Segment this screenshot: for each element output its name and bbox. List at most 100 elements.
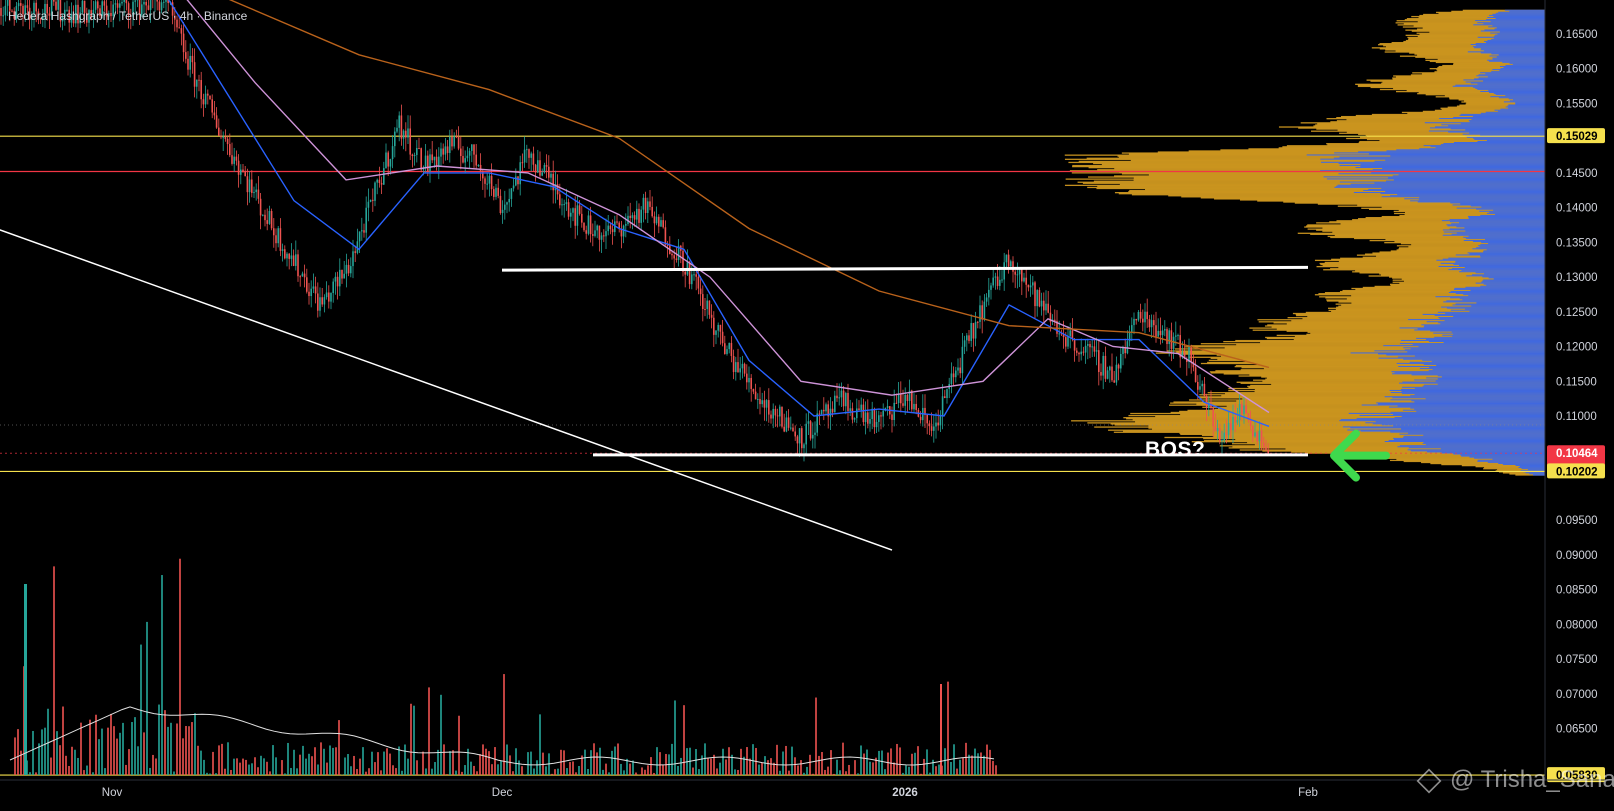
candle-body xyxy=(429,154,431,171)
volume-bar xyxy=(311,756,313,775)
candle-body xyxy=(1010,261,1012,266)
volume-bar xyxy=(971,756,973,775)
candle-body xyxy=(273,228,275,235)
candle-body xyxy=(1058,333,1060,334)
candle-body xyxy=(1219,428,1221,441)
price-tick-label: 0.16500 xyxy=(1556,29,1598,41)
candle-body xyxy=(951,373,953,384)
volume-bar xyxy=(929,773,931,775)
volume-bar xyxy=(92,772,94,775)
candle-body xyxy=(794,432,796,437)
candle-body xyxy=(352,251,354,266)
volume-bar xyxy=(788,771,790,775)
volume-bar xyxy=(974,749,976,775)
candle-body xyxy=(757,399,759,400)
candle-body xyxy=(896,403,898,404)
candle-body xyxy=(440,149,442,157)
candle-body xyxy=(469,151,471,156)
candle-body xyxy=(1166,329,1168,344)
candle-body xyxy=(1206,396,1208,408)
time-tick-label: Feb xyxy=(1298,787,1318,799)
candle-body xyxy=(563,204,565,205)
volume-bar xyxy=(890,748,892,775)
volume-bar xyxy=(152,755,154,775)
resistance-segment xyxy=(502,267,1308,270)
volume-bar xyxy=(671,744,673,775)
volume-bar xyxy=(839,770,841,775)
candle-body xyxy=(390,159,392,167)
candle-body xyxy=(929,423,931,426)
candle-body xyxy=(1168,330,1170,344)
candle-body xyxy=(121,2,123,3)
volume-bar xyxy=(383,752,385,775)
candle-body xyxy=(548,167,550,178)
candle-body xyxy=(163,2,165,3)
candle-body xyxy=(332,282,334,293)
volume-bar xyxy=(515,748,517,775)
volume-bar xyxy=(533,768,535,775)
candle-body xyxy=(1131,325,1133,332)
volume-bar xyxy=(119,733,121,775)
volume-bar xyxy=(182,738,184,775)
volume-bar xyxy=(191,722,193,775)
candle-body xyxy=(946,389,948,398)
candle-body xyxy=(603,235,605,236)
candle-body xyxy=(335,277,337,282)
candle-body xyxy=(264,215,266,220)
candle-body xyxy=(1160,331,1162,335)
volume-bar xyxy=(194,713,196,775)
candle-body xyxy=(1142,319,1144,323)
candle-body xyxy=(1096,350,1098,351)
volume-bar xyxy=(647,765,649,775)
candle-body xyxy=(1045,304,1047,311)
volume-profile xyxy=(1065,10,1545,476)
volume-bar xyxy=(146,622,148,775)
candle-body xyxy=(216,115,218,127)
candle-body xyxy=(431,154,433,160)
candle-body xyxy=(1221,440,1223,441)
candle-body xyxy=(456,136,458,137)
candle-body xyxy=(1155,325,1157,336)
volume-bar xyxy=(572,761,574,775)
volume-bar xyxy=(149,768,151,775)
candle-body xyxy=(530,154,532,158)
tradingview-logo-icon xyxy=(1417,768,1442,793)
candle-body xyxy=(735,362,737,372)
volume-bar xyxy=(650,757,652,775)
volume-bar xyxy=(395,768,397,775)
candle-body xyxy=(541,172,543,175)
candle-body xyxy=(788,417,790,427)
candle-body xyxy=(792,428,794,432)
volume-bar xyxy=(608,772,610,775)
candle-body xyxy=(1267,450,1269,454)
candle-body xyxy=(616,221,618,222)
candle-body xyxy=(845,393,847,406)
candle-body xyxy=(1263,443,1265,447)
candle-body xyxy=(280,228,282,251)
candle-body xyxy=(843,391,845,407)
volume-bar xyxy=(317,764,319,775)
candle-body xyxy=(434,157,436,160)
candle-body xyxy=(739,368,741,372)
candle-body xyxy=(293,255,295,266)
candle-body xyxy=(1091,346,1093,347)
volume-bar xyxy=(749,759,751,775)
candle-body xyxy=(271,211,273,228)
volume-bar xyxy=(944,748,946,775)
volume-bar xyxy=(482,744,484,775)
candle-body xyxy=(1116,365,1118,383)
candle-body xyxy=(975,322,977,339)
candle-body xyxy=(959,368,961,374)
candle-body xyxy=(1140,312,1142,319)
price-tick-label: 0.08000 xyxy=(1556,619,1598,631)
volume-bar xyxy=(830,750,832,775)
volume-bar xyxy=(611,751,613,775)
volume-bar xyxy=(218,745,220,775)
candle-body xyxy=(920,417,922,420)
candle-body xyxy=(1021,269,1023,281)
volume-bar xyxy=(770,758,772,775)
candle-body xyxy=(7,0,9,6)
candle-body xyxy=(275,235,277,243)
